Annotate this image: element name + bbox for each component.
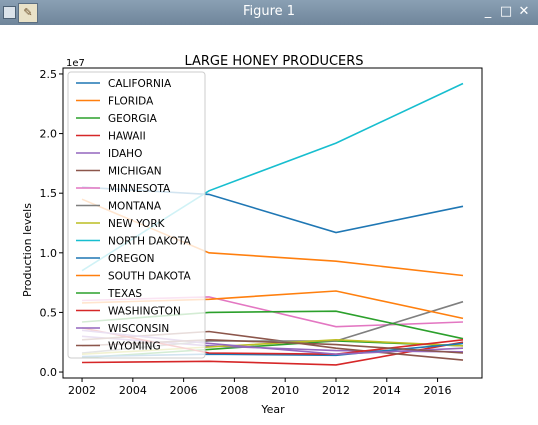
legend-label-south-dakota: SOUTH DAKOTA (108, 271, 192, 283)
chart-title: LARGE HONEY PRODUCERS (184, 54, 363, 69)
legend-label-idaho: IDAHO (108, 148, 142, 160)
y-offset-label: 1e7 (66, 58, 85, 69)
legend-label-florida: FLORIDA (108, 96, 154, 108)
matplotlib-figure-icon: ✎ (18, 3, 38, 23)
figure-canvas: LARGE HONEY PRODUCERS 1e7 Year Productio… (0, 25, 538, 425)
legend-box (67, 71, 206, 359)
window-menu-button[interactable] (3, 6, 16, 19)
y-ticks: 0.0 0.5 1.0 1.5 2.0 2.5 (40, 68, 63, 379)
legend-label-hawaii: HAWAII (108, 131, 146, 143)
maximize-icon[interactable]: □ (499, 4, 513, 19)
legend-label-georgia: GEORGIA (108, 113, 158, 125)
legend-label-north-dakota: NORTH DAKOTA (108, 236, 192, 248)
y-tick-label: 0.0 (40, 366, 58, 379)
legend-label-wisconsin: WISCONSIN (108, 323, 169, 335)
x-tick-label: 2002 (68, 384, 96, 397)
title-bar[interactable]: ✎ Figure 1 _ □ ✕ (0, 0, 538, 25)
legend-label-minnesota: MINNESOTA (108, 183, 171, 195)
legend-label-texas: TEXAS (107, 288, 142, 300)
close-icon[interactable]: ✕ (518, 4, 530, 19)
x-tick-label: 2004 (119, 384, 147, 397)
legend-label-new-york: NEW YORK (108, 218, 166, 230)
x-axis-label: Year (260, 403, 285, 416)
y-tick-label: 0.5 (40, 306, 58, 319)
y-tick-label: 1.0 (40, 247, 58, 260)
legend-label-michigan: MICHIGAN (108, 166, 162, 178)
x-tick-label: 2010 (271, 384, 299, 397)
y-axis-label: Production levels (21, 203, 34, 297)
y-tick-label: 1.5 (40, 187, 58, 200)
legend-label-wyoming: WYOMING (108, 341, 161, 353)
legend-label-california: CALIFORNIA (108, 78, 172, 90)
x-ticks: 2002 2004 2006 2008 2010 2012 2014 2016 (68, 378, 452, 397)
axes-frame (62, 67, 483, 379)
legend-label-oregon: OREGON (108, 253, 154, 265)
window-title: Figure 1 (242, 4, 296, 19)
y-tick-label: 2.5 (40, 68, 58, 81)
minimize-icon[interactable]: _ (484, 4, 492, 19)
legend: CALIFORNIA FLORIDA GEORGIA HAWAII IDAHO MICHI… (67, 71, 206, 359)
x-tick-label: 2012 (322, 384, 350, 397)
x-tick-label: 2008 (220, 384, 248, 397)
x-tick-label: 2016 (424, 384, 452, 397)
legend-label-washington: WASHINGTON (108, 306, 181, 318)
legend-label-montana: MONTANA (108, 201, 162, 213)
x-tick-label: 2014 (373, 384, 401, 397)
y-tick-label: 2.0 (40, 128, 58, 141)
x-tick-label: 2006 (170, 384, 198, 397)
